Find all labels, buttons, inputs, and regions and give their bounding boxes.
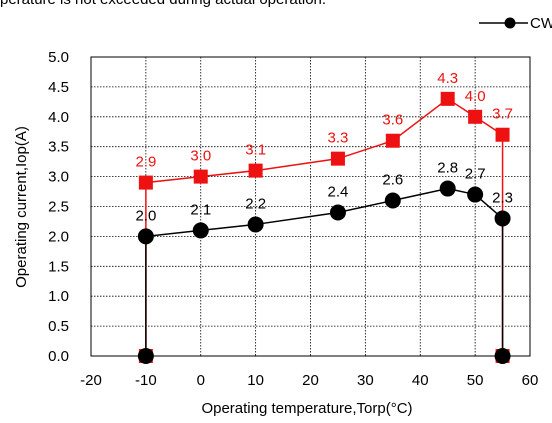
data-point	[248, 163, 263, 178]
y-axis-ticks: 0.0 0.5 1.0 1.5 2.0 2.5 3.0 3.5 4.0 4.5 5.0	[48, 49, 69, 365]
x-axis-ticks: -20 -10 0 10 20 30 40 50 60	[80, 372, 538, 389]
x-tick-label: 20	[302, 372, 319, 389]
data-label: 4.3	[437, 70, 458, 87]
data-label: 2.3	[492, 189, 513, 206]
data-label: 2.9	[135, 154, 156, 171]
y-tick-label: 1.5	[48, 258, 69, 275]
data-label: 2.1	[190, 201, 211, 218]
y-tick-label: 0.0	[48, 348, 69, 365]
x-tick-label: 30	[357, 372, 374, 389]
data-point	[494, 348, 511, 364]
data-label: 2.7	[465, 166, 486, 183]
plot-area	[90, 56, 531, 357]
data-point	[440, 91, 455, 106]
x-tick-label: 50	[467, 372, 484, 389]
series-layer: 2.9 3.0 3.13.33.64.34.03.72.0 2.1 2.22.42.62…	[135, 70, 513, 364]
chart-grid	[91, 57, 530, 356]
x-tick-label: 60	[522, 372, 539, 389]
legend: CW	[479, 15, 552, 32]
legend-marker	[504, 17, 516, 29]
x-tick-label: 10	[247, 372, 264, 389]
series-0: 2.0 2.1 2.2 2.4 2.6 2.8 2.7 2.3	[135, 160, 513, 364]
data-point	[137, 228, 154, 245]
y-tick-label: 4.5	[48, 79, 69, 96]
x-tick-label: -20	[80, 372, 102, 389]
y-tick-label: 2.0	[48, 228, 69, 245]
data-point	[467, 186, 484, 203]
data-point	[384, 192, 401, 209]
y-tick-label: 1.0	[48, 288, 69, 305]
data-point	[494, 210, 511, 227]
data-point	[330, 151, 345, 166]
data-point	[439, 180, 456, 197]
data-label: 2.8	[437, 160, 458, 177]
x-tick-label: -10	[135, 372, 157, 389]
y-tick-label: 2.5	[48, 199, 69, 216]
y-tick-label: 0.5	[48, 318, 69, 335]
data-point	[247, 216, 264, 233]
data-label: 2.4	[328, 183, 349, 200]
data-label: 3.1	[245, 142, 266, 159]
data-point	[385, 133, 400, 148]
data-label: 3.3	[328, 130, 349, 147]
series-line	[145, 97, 504, 356]
data-point	[192, 222, 209, 239]
y-tick-label: 5.0	[48, 49, 69, 66]
data-point	[468, 109, 483, 124]
legend-label-cw: CW	[530, 15, 552, 32]
data-point	[138, 175, 153, 190]
series-line	[145, 187, 504, 356]
data-label: 3.6	[382, 112, 403, 129]
y-axis-title: Operating current,Iop(A)	[13, 126, 30, 288]
data-label: 3.0	[190, 148, 211, 165]
data-point	[137, 348, 154, 364]
data-point	[329, 204, 346, 221]
data-label: 4.0	[465, 88, 486, 105]
data-label: 2.0	[135, 207, 156, 224]
data-label: 3.7	[492, 106, 513, 123]
data-point	[495, 127, 510, 142]
y-tick-label: 3.0	[48, 169, 69, 186]
data-point	[193, 169, 208, 184]
data-label: 2.2	[245, 195, 266, 212]
x-tick-label: 40	[412, 372, 429, 389]
data-label: 2.6	[382, 172, 403, 189]
y-tick-label: 4.0	[48, 109, 69, 126]
x-axis-title: Operating temperature,Torp(°C)	[201, 400, 412, 417]
caption-text: perature is not exceeded during actual o…	[0, 0, 326, 8]
x-tick-label: 0	[197, 372, 205, 389]
y-tick-label: 3.5	[48, 139, 69, 156]
